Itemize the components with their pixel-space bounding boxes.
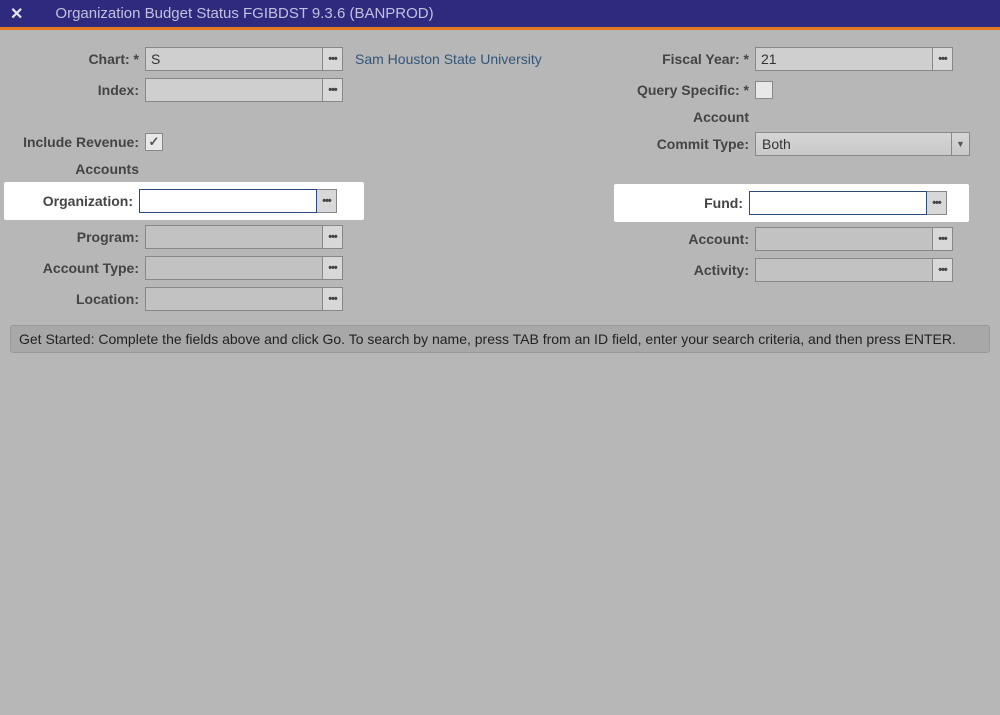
account-type-lookup-button[interactable]: ••• (323, 256, 343, 280)
activity-label: Activity: (620, 262, 755, 278)
chart-description: Sam Houston State University (355, 51, 542, 67)
fiscal-year-label: Fiscal Year: * (620, 51, 755, 67)
title-bar: ✕ Organization Budget Status FGIBDST 9.3… (0, 0, 1000, 30)
activity-input[interactable] (755, 258, 933, 282)
fund-highlight: Fund: ••• (614, 184, 969, 222)
program-input[interactable] (145, 225, 323, 249)
index-label: Index: (10, 82, 145, 98)
account-input[interactable] (755, 227, 933, 251)
location-input[interactable] (145, 287, 323, 311)
organization-highlight: Organization: ••• (4, 182, 364, 220)
location-label: Location: (10, 291, 145, 307)
form-area: Chart: * ••• Sam Houston State Universit… (0, 30, 1000, 363)
query-specific-label: Query Specific: * (620, 82, 755, 98)
account-type-input[interactable] (145, 256, 323, 280)
organization-label: Organization: (4, 193, 139, 209)
organization-input[interactable] (139, 189, 317, 213)
close-icon[interactable]: ✕ (10, 4, 23, 24)
commit-type-label: Commit Type: (620, 136, 755, 152)
fund-input[interactable] (749, 191, 927, 215)
chart-label: Chart: * (10, 51, 145, 67)
organization-lookup-button[interactable]: ••• (317, 189, 337, 213)
include-revenue-label: Include Revenue: (10, 134, 145, 150)
fund-label: Fund: (614, 195, 749, 211)
fund-lookup-button[interactable]: ••• (927, 191, 947, 215)
query-specific-sublabel: Account (693, 109, 749, 125)
include-revenue-sublabel: Accounts (75, 161, 139, 177)
account-label: Account: (620, 231, 755, 247)
fiscal-year-lookup-button[interactable]: ••• (933, 47, 953, 71)
include-revenue-checkbox[interactable] (145, 133, 163, 151)
commit-type-value: Both (762, 136, 791, 152)
left-column: Chart: * ••• Sam Houston State Universit… (10, 44, 620, 315)
account-type-label: Account Type: (10, 260, 145, 276)
program-label: Program: (10, 229, 145, 245)
location-lookup-button[interactable]: ••• (323, 287, 343, 311)
chart-input[interactable] (145, 47, 323, 71)
chart-lookup-button[interactable]: ••• (323, 47, 343, 71)
fiscal-year-input[interactable] (755, 47, 933, 71)
commit-type-select[interactable]: Both ▼ (755, 132, 970, 156)
help-bar: Get Started: Complete the fields above a… (10, 325, 990, 353)
index-input[interactable] (145, 78, 323, 102)
program-lookup-button[interactable]: ••• (323, 225, 343, 249)
window-title: Organization Budget Status FGIBDST 9.3.6… (55, 5, 433, 22)
right-column: Fiscal Year: * ••• Query Specific: * Acc… (620, 44, 990, 315)
activity-lookup-button[interactable]: ••• (933, 258, 953, 282)
query-specific-checkbox[interactable] (755, 81, 773, 99)
index-lookup-button[interactable]: ••• (323, 78, 343, 102)
chevron-down-icon: ▼ (951, 133, 969, 155)
account-lookup-button[interactable]: ••• (933, 227, 953, 251)
